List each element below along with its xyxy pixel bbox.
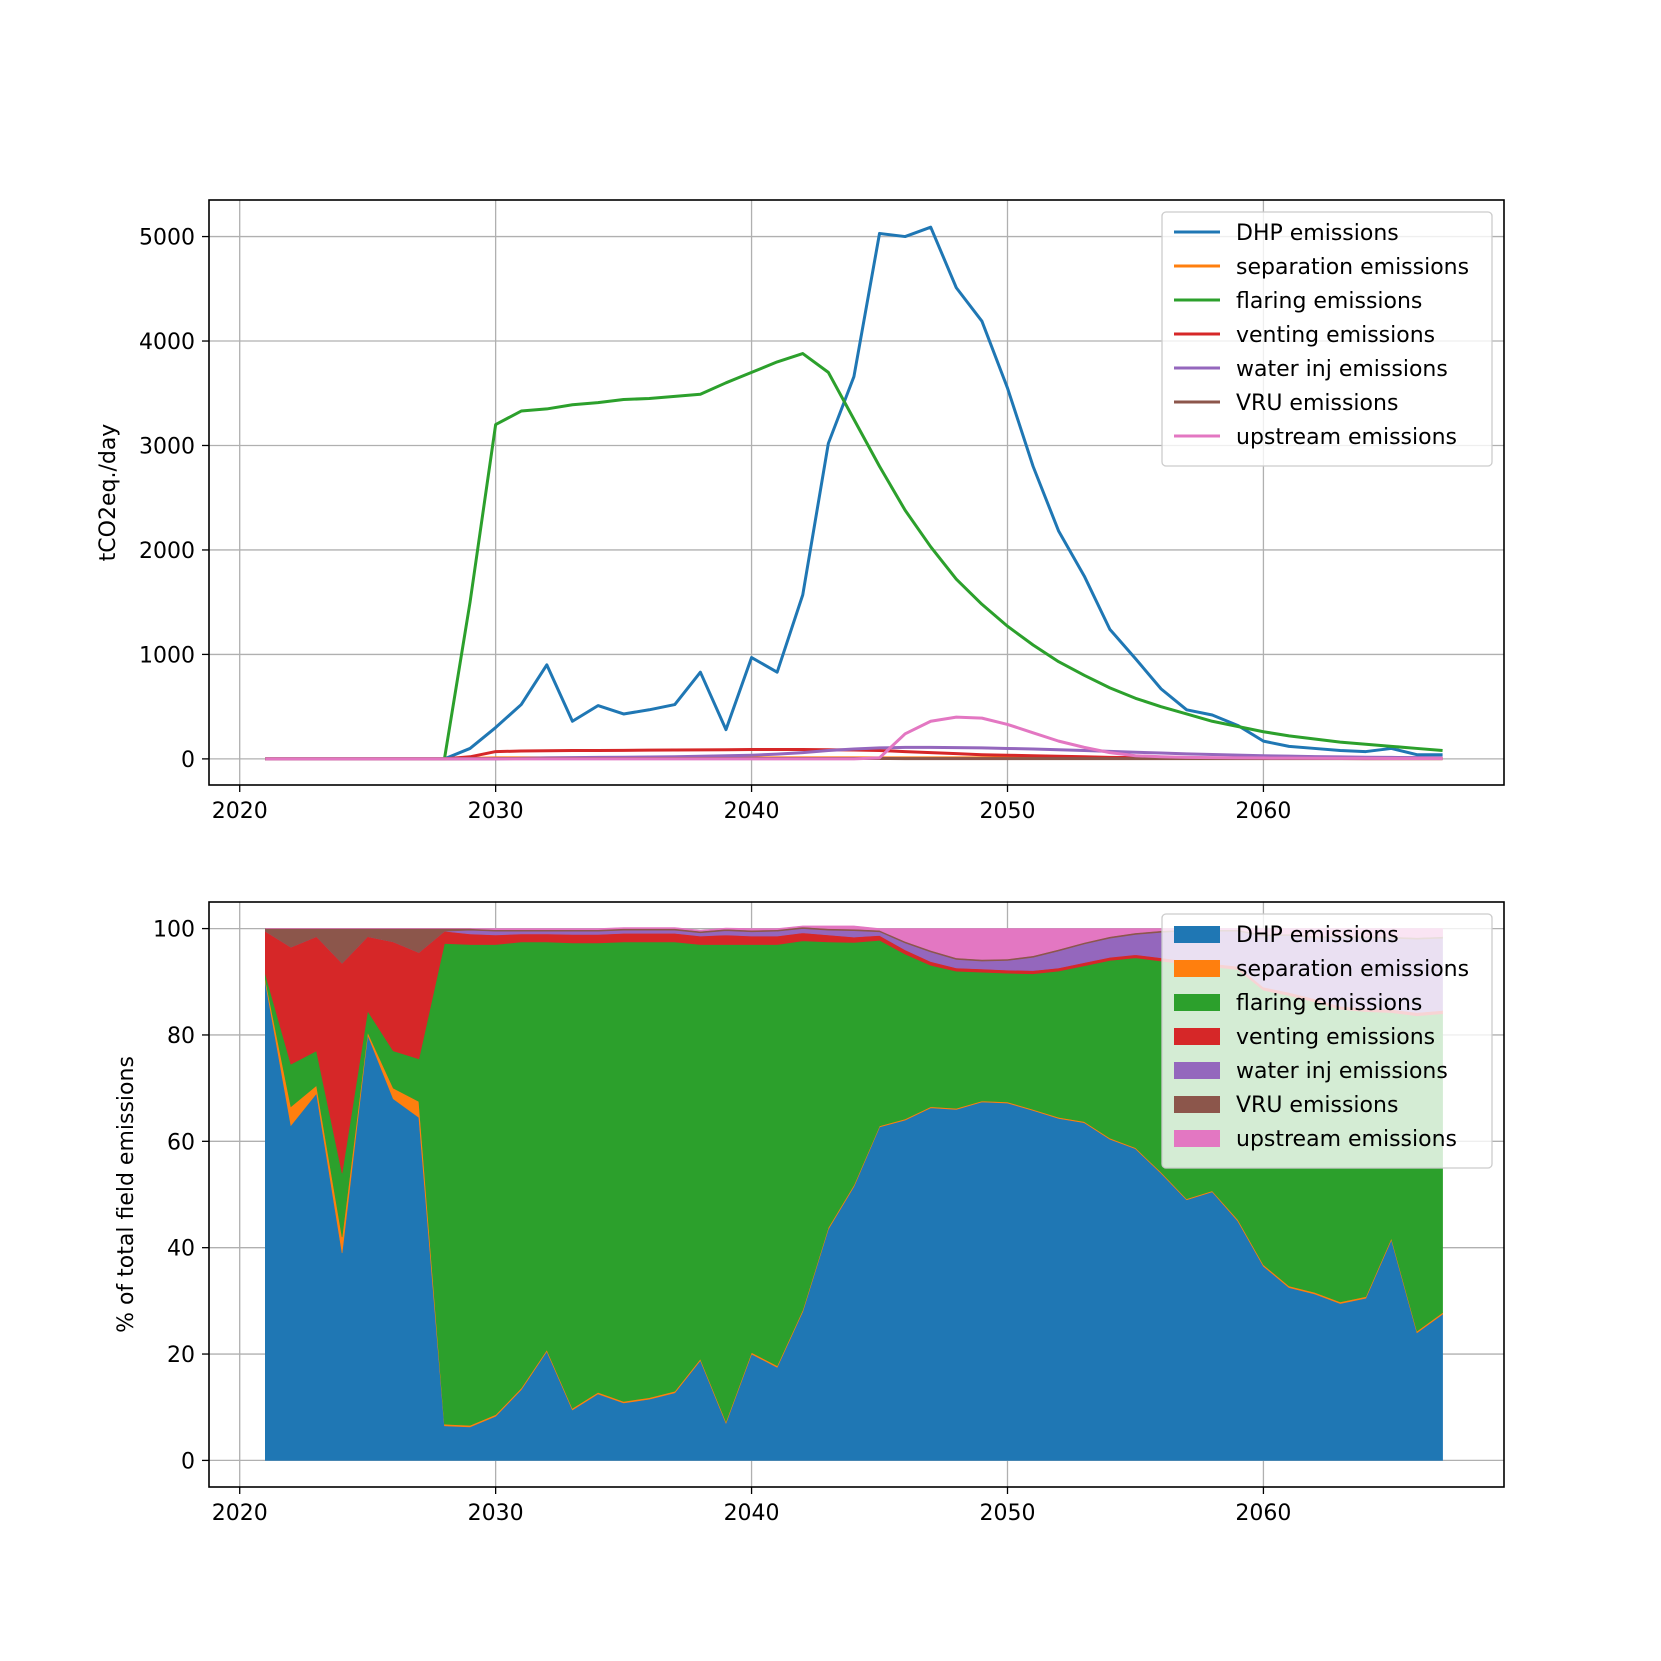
chart1-legend-label-vru-emissions: VRU emissions	[1236, 1093, 1398, 1118]
chart0-y-axis-label: tCO2eq./day	[96, 424, 121, 562]
chart0-line-dhp-emissions	[265, 225, 1443, 761]
chart0-y-tick-label-0: 0	[181, 748, 195, 773]
chart0-line-upstream-emissions	[265, 715, 1443, 761]
chart1-legend-swatch-flaring-emissions	[1174, 994, 1220, 1011]
chart1-legend-label-separation-emissions: separation emissions	[1236, 957, 1469, 982]
chart0-y-tick-label-2000: 2000	[139, 539, 195, 564]
chart1-y-tick-label-80: 80	[167, 1024, 195, 1049]
chart1-y-tick-label-20: 20	[167, 1343, 195, 1368]
chart0-legend-label-separation-emissions: separation emissions	[1236, 255, 1469, 280]
chart0-x-tick-label-2060: 2060	[1235, 799, 1291, 824]
chart1-legend-label-upstream-emissions: upstream emissions	[1236, 1127, 1457, 1152]
chart0-legend-label-venting-emissions: venting emissions	[1236, 323, 1435, 348]
chart1-legend-swatch-venting-emissions	[1174, 1028, 1220, 1045]
chart0-series-group	[265, 225, 1443, 761]
chart1-y-tick-label-100: 100	[153, 918, 195, 943]
chart1-y-tick-label-0: 0	[181, 1449, 195, 1474]
chart1-frame	[208, 901, 1505, 1488]
chart0-y-tick-label-4000: 4000	[139, 330, 195, 355]
chart1-x-tick-label-2050: 2050	[979, 1501, 1035, 1526]
chart0-legend-label-upstream-emissions: upstream emissions	[1236, 425, 1457, 450]
chart1-legend-swatch-separation-emissions	[1174, 960, 1220, 977]
chart1-legend-label-flaring-emissions: flaring emissions	[1236, 991, 1422, 1016]
chart1-legend-swatch-vru-emissions	[1174, 1096, 1220, 1113]
chart1-legend-label-dhp-emissions: DHP emissions	[1236, 923, 1399, 948]
chart1-legend-label-venting-emissions: venting emissions	[1236, 1025, 1435, 1050]
chart1-legend-label-water-inj-emissions: water inj emissions	[1236, 1059, 1448, 1084]
chart1-x-tick-label-2040: 2040	[724, 1501, 780, 1526]
chart1-x-tick-label-2060: 2060	[1235, 1501, 1291, 1526]
chart1-y-axis-label: % of total field emissions	[114, 1056, 139, 1333]
chart1-legend-box	[1161, 913, 1493, 1169]
chart0-legend-label-water-inj-emissions: water inj emissions	[1236, 357, 1448, 382]
chart1-x-tick-label-2020: 2020	[212, 1501, 268, 1526]
chart0-x-tick-label-2030: 2030	[468, 799, 524, 824]
emissions-line-chart: 2020 2030 2040 2050 2060 0 1000 2000 3000 4000 500…	[96, 199, 1505, 824]
chart0-legend: DHP emissions separation emissions flaring…	[1161, 211, 1493, 467]
chart0-y-tick-label-5000: 5000	[139, 226, 195, 251]
chart0-legend-box	[1161, 211, 1493, 467]
chart1-y-tick-label-60: 60	[167, 1130, 195, 1155]
chart1-y-tick-label-40: 40	[167, 1237, 195, 1262]
chart1-legend-swatch-dhp-emissions	[1174, 926, 1220, 943]
chart1-legend: DHP emissions separation emissions flaring…	[1161, 913, 1493, 1169]
chart0-line-flaring-emissions	[265, 352, 1443, 761]
chart0-x-tick-label-2020: 2020	[212, 799, 268, 824]
chart0-legend-label-dhp-emissions: DHP emissions	[1236, 221, 1399, 246]
chart0-legend-label-flaring-emissions: flaring emissions	[1236, 289, 1422, 314]
chart0-ticks: 2020 2030 2040 2050 2060 0 1000 2000 3000 4000 500…	[139, 226, 1291, 824]
chart0-x-tick-label-2040: 2040	[724, 799, 780, 824]
chart0-frame	[208, 199, 1505, 786]
chart0-y-tick-label-1000: 1000	[139, 643, 195, 668]
chart1-x-tick-label-2030: 2030	[468, 1501, 524, 1526]
chart1-legend-swatch-upstream-emissions	[1174, 1130, 1220, 1147]
chart1-legend-swatch-water-inj-emissions	[1174, 1062, 1220, 1079]
chart0-x-tick-label-2050: 2050	[979, 799, 1035, 824]
chart0-y-tick-label-3000: 3000	[139, 434, 195, 459]
chart0-legend-label-vru-emissions: VRU emissions	[1236, 391, 1398, 416]
